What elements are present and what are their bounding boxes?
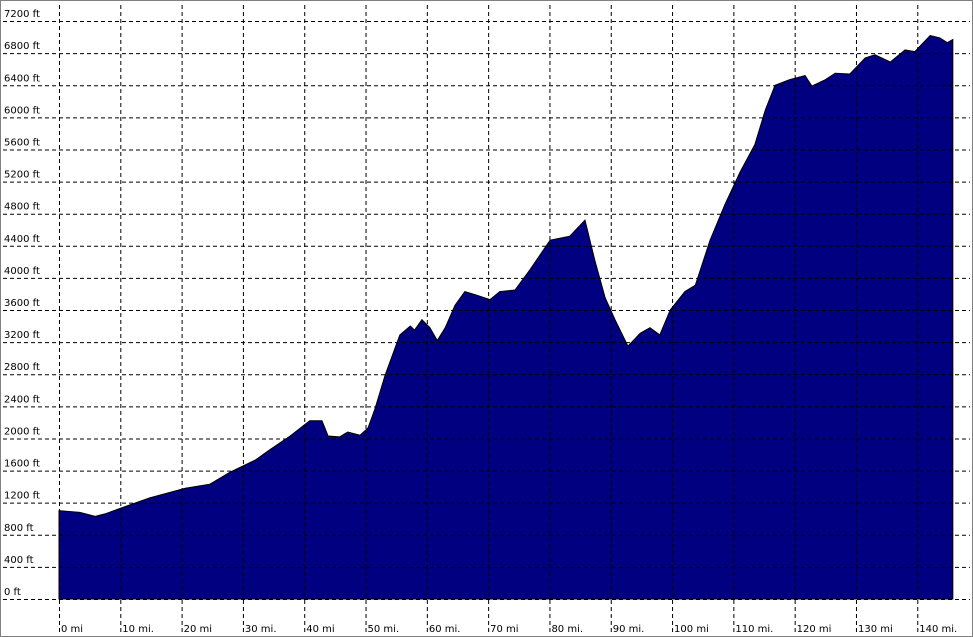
y-tick-label: 6800 ft	[4, 41, 40, 52]
y-tick-label: 3600 ft	[4, 298, 40, 309]
x-tick-label: 70 mi	[490, 624, 518, 635]
x-tick-label: 20 mi	[184, 624, 212, 635]
x-tick-label: 90 mi.	[613, 624, 645, 635]
x-tick-label: 40 mi	[306, 624, 334, 635]
y-tick-label: 1200 ft	[4, 491, 40, 502]
y-tick-label: 4400 ft	[4, 234, 40, 245]
x-tick-label: 140 mi.	[919, 624, 957, 635]
x-tick-label: 100 mi	[674, 624, 709, 635]
y-tick-label: 1600 ft	[4, 459, 40, 470]
y-tick-label: 2800 ft	[4, 362, 40, 373]
y-tick-label: 5600 ft	[4, 137, 40, 148]
elevation-area	[58, 34, 954, 600]
x-tick-label: 130 mi	[858, 624, 893, 635]
y-tick-label: 7200 ft	[4, 9, 40, 20]
x-tick-label: 110 mi.	[735, 624, 773, 635]
x-tick-label: 50 mi.	[368, 624, 400, 635]
x-tick-label: 10 mi.	[122, 624, 154, 635]
y-tick-label: 4800 ft	[4, 202, 40, 213]
y-tick-label: 6400 ft	[4, 73, 40, 84]
y-tick-label: 5200 ft	[4, 170, 40, 181]
y-tick-label: 2000 ft	[4, 426, 40, 437]
x-tick-label: 80 mi.	[551, 624, 583, 635]
y-tick-label: 400 ft	[4, 555, 34, 566]
y-tick-label: 4000 ft	[4, 266, 40, 277]
y-tick-label: 6000 ft	[4, 105, 40, 116]
x-tick-label: 60 mi.	[429, 624, 461, 635]
y-tick-label: 2400 ft	[4, 394, 40, 405]
x-tick-label: 0 mi	[61, 624, 83, 635]
y-tick-label: 800 ft	[4, 523, 34, 534]
y-tick-label: 3200 ft	[4, 330, 40, 341]
y-tick-label: 0 ft	[4, 587, 21, 598]
x-tick-label: 30 mi.	[245, 624, 277, 635]
x-tick-label: 120 mi	[797, 624, 832, 635]
